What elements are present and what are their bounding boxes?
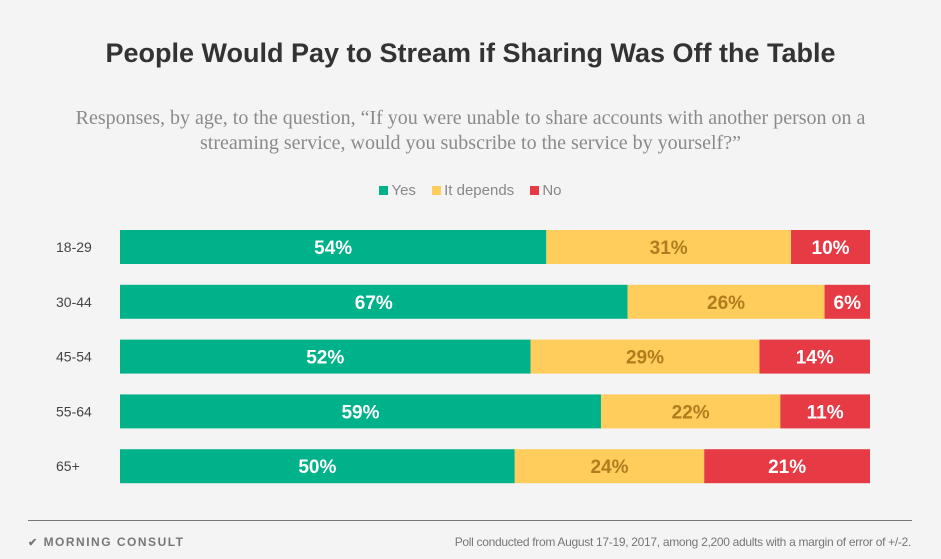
legend-item-no: No bbox=[530, 182, 562, 199]
category-label: 18-29 bbox=[56, 239, 92, 255]
bar-no bbox=[791, 230, 870, 264]
category-label: 65+ bbox=[56, 458, 80, 474]
data-label: 29% bbox=[626, 348, 664, 369]
data-label: 67% bbox=[355, 293, 393, 314]
data-label: 10% bbox=[812, 238, 850, 259]
legend-label: Yes bbox=[391, 182, 416, 199]
legend-item-yes: Yes bbox=[379, 182, 416, 199]
data-label: 11% bbox=[807, 402, 844, 423]
data-label: 21% bbox=[768, 457, 806, 478]
data-label: 22% bbox=[672, 402, 710, 423]
category-label: 30-44 bbox=[56, 294, 92, 310]
data-label: 14% bbox=[796, 348, 834, 369]
chart-subtitle: Responses, by age, to the question, “If … bbox=[75, 107, 866, 154]
data-label: 31% bbox=[650, 238, 688, 259]
bar-no bbox=[780, 394, 870, 429]
bar-yes bbox=[120, 449, 515, 484]
bar-it-depends bbox=[600, 394, 781, 429]
legend: Yes It depends No bbox=[0, 182, 941, 199]
category-label: 55-64 bbox=[56, 403, 92, 419]
bar-yes bbox=[120, 339, 531, 374]
bar-no bbox=[824, 284, 870, 319]
bar-it-depends bbox=[530, 339, 760, 374]
legend-swatch-yes bbox=[379, 186, 389, 195]
chart-title: People Would Pay to Stream if Sharing Wa… bbox=[105, 38, 836, 68]
data-label: 24% bbox=[590, 457, 628, 478]
bar-it-depends bbox=[514, 449, 705, 484]
footnote: Poll conducted from August 17-19, 2017, … bbox=[454, 535, 912, 549]
bar-yes bbox=[120, 394, 601, 429]
data-label: 59% bbox=[341, 402, 379, 423]
bar-yes bbox=[120, 230, 547, 264]
category-label: 45-54 bbox=[56, 349, 92, 365]
logo-mark-icon: ✔ bbox=[28, 537, 39, 549]
bar-no bbox=[759, 339, 870, 374]
data-label: 54% bbox=[314, 238, 352, 259]
legend-item-it-depends: It depends bbox=[432, 182, 514, 199]
legend-label: No bbox=[542, 182, 562, 199]
legend-swatch-no bbox=[530, 186, 540, 195]
bar-no bbox=[704, 449, 870, 484]
logo-text: MORNING CONSULT bbox=[43, 535, 185, 549]
footer-divider bbox=[28, 520, 912, 521]
data-label: 50% bbox=[298, 457, 336, 478]
data-label: 6% bbox=[834, 293, 862, 314]
data-label: 52% bbox=[306, 348, 344, 369]
legend-label: It depends bbox=[444, 182, 515, 199]
bar-it-depends bbox=[627, 284, 825, 319]
bar-yes bbox=[120, 284, 628, 319]
morning-consult-logo: ✔ MORNING CONSULT bbox=[28, 535, 185, 549]
data-label: 26% bbox=[707, 293, 745, 314]
legend-swatch-it-depends bbox=[432, 186, 442, 195]
bar-it-depends bbox=[546, 230, 792, 264]
